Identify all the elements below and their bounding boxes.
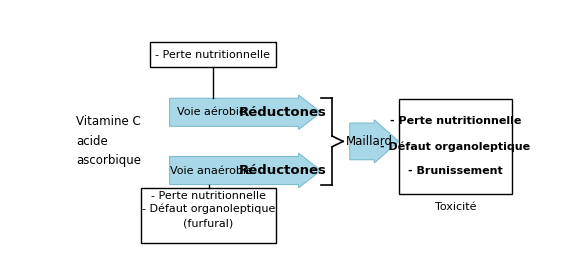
Text: - Perte nutritionnelle: - Perte nutritionnelle <box>151 191 266 201</box>
Text: Réductones: Réductones <box>239 164 327 177</box>
FancyBboxPatch shape <box>399 99 512 194</box>
Text: Vitamine C: Vitamine C <box>76 115 141 129</box>
Text: - Défaut organoleptique: - Défaut organoleptique <box>381 142 530 152</box>
Text: - Brunissement: - Brunissement <box>408 165 503 176</box>
Text: Réductones: Réductones <box>239 106 327 119</box>
Text: Maillard: Maillard <box>346 135 393 148</box>
Text: - Perte nutritionnelle: - Perte nutritionnelle <box>156 50 270 60</box>
Polygon shape <box>170 153 321 188</box>
Text: Voie anaérobie: Voie anaérobie <box>170 165 253 176</box>
Text: ascorbique: ascorbique <box>76 154 141 167</box>
Text: - Défaut organoleptique: - Défaut organoleptique <box>142 204 275 214</box>
Text: Toxicité: Toxicité <box>435 202 476 212</box>
Polygon shape <box>170 95 321 130</box>
Text: Voie aérobie: Voie aérobie <box>177 107 246 117</box>
Text: acide: acide <box>76 135 108 148</box>
FancyBboxPatch shape <box>141 188 276 243</box>
Polygon shape <box>350 120 399 163</box>
Text: (furfural): (furfural) <box>184 219 234 229</box>
Text: - Perte nutritionnelle: - Perte nutritionnelle <box>390 116 521 126</box>
FancyBboxPatch shape <box>150 42 276 67</box>
